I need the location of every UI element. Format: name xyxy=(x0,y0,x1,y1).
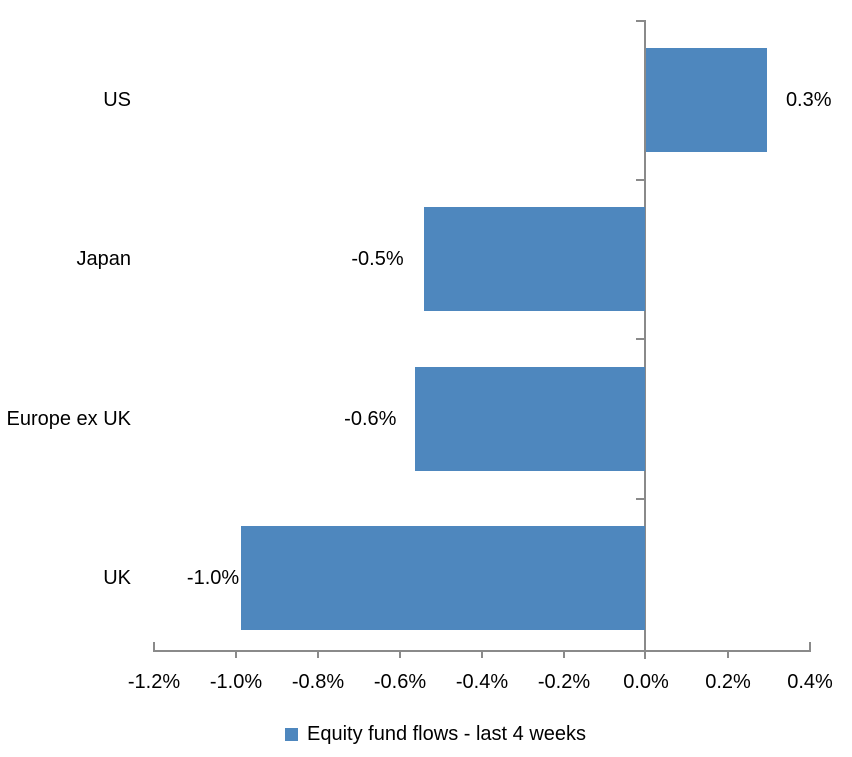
x-axis-tick-label: 0.4% xyxy=(787,671,833,693)
bar-us xyxy=(646,48,767,152)
x-axis-endcap-tick xyxy=(153,642,155,650)
category-label: Europe ex UK xyxy=(6,408,131,430)
legend-marker-swatch xyxy=(285,727,298,741)
x-axis-tick xyxy=(235,652,237,658)
category-label: UK xyxy=(103,567,131,589)
data-label: -0.6% xyxy=(344,408,397,430)
x-axis-tick-label: -0.4% xyxy=(455,671,509,693)
zero-axis-line xyxy=(644,20,646,659)
x-axis-tick xyxy=(399,652,401,658)
bar-japan xyxy=(423,207,645,311)
x-axis-tick-label: -0.2% xyxy=(537,671,591,693)
x-axis-line xyxy=(153,650,811,652)
category-axis-endcap-tick xyxy=(636,20,644,22)
x-axis-tick xyxy=(563,652,565,658)
legend: Equity fund flows - last 4 weeks xyxy=(285,721,586,747)
x-axis-tick-label: -0.8% xyxy=(291,671,345,693)
x-axis-tick-label: -1.2% xyxy=(127,671,181,693)
x-axis-tick xyxy=(727,652,729,658)
data-label: -1.0% xyxy=(186,567,240,589)
x-axis-tick-label: 0.0% xyxy=(623,671,669,693)
bar-uk xyxy=(241,526,645,630)
category-label: Japan xyxy=(76,248,132,270)
x-axis-tick-label: -0.6% xyxy=(373,671,427,693)
data-label: -0.5% xyxy=(351,248,404,270)
x-axis-tick-label: -1.0% xyxy=(209,671,263,693)
data-label: 0.3% xyxy=(785,89,832,111)
x-axis-endcap-tick xyxy=(809,642,811,650)
x-axis-tick xyxy=(317,652,319,658)
x-axis-tick-label: 0.2% xyxy=(705,671,751,693)
category-label: US xyxy=(103,89,131,111)
x-axis-tick xyxy=(481,652,483,658)
legend-label: Equity fund flows - last 4 weeks xyxy=(307,723,587,745)
bar-europe-ex-uk xyxy=(415,367,645,471)
category-boundary-tick xyxy=(636,179,644,181)
category-boundary-tick xyxy=(636,338,644,340)
category-boundary-tick xyxy=(636,498,644,500)
